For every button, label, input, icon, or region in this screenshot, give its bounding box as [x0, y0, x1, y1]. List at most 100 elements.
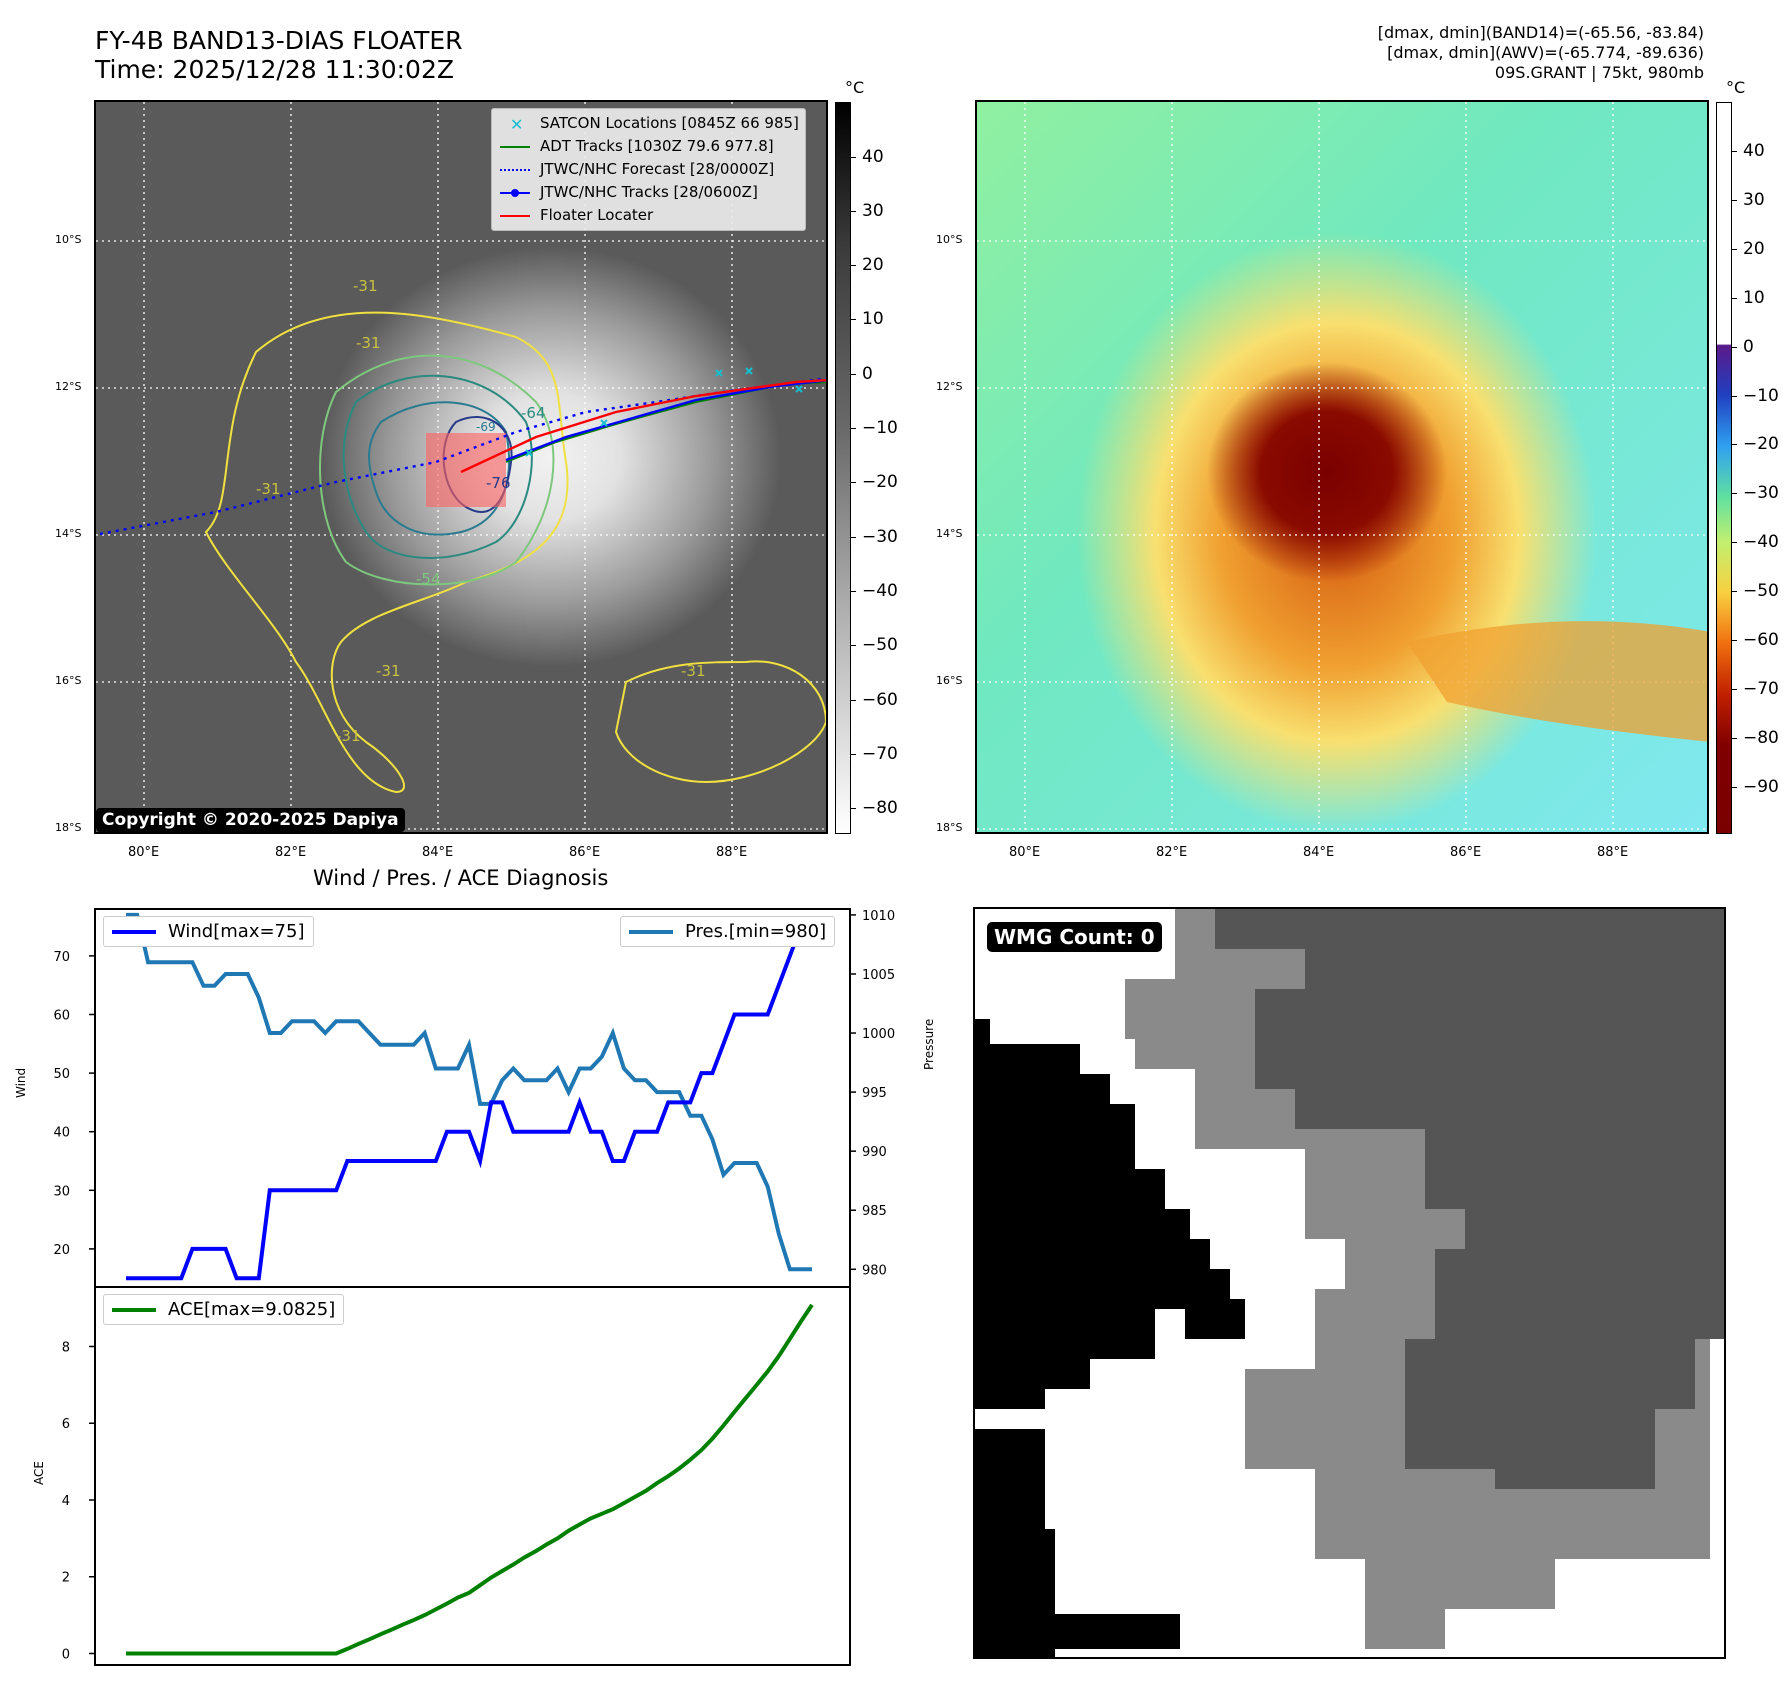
lat-label: 16°S: [55, 674, 82, 687]
lon-label: 84°E: [422, 845, 454, 860]
dotted-line-icon: [500, 169, 530, 171]
colorbar-tick: 0: [1731, 337, 1754, 357]
lon-label: 82°E: [1156, 845, 1188, 860]
lat-label: 12°S: [936, 380, 963, 393]
colorbar-tick: 20: [850, 255, 884, 275]
y-tick-label: 1010: [862, 909, 895, 924]
y-tick-label: 1000: [862, 1027, 895, 1042]
contour-label: -64: [521, 404, 546, 422]
wind-plot-frame: [94, 908, 851, 1288]
contour-label: -69: [476, 420, 496, 434]
line-marker-icon: [500, 146, 530, 148]
floater-track: [460, 379, 826, 474]
colorbar-tick: −40: [1731, 532, 1779, 552]
satcon-locations: [525, 367, 803, 457]
ace-plot-frame: [94, 1286, 851, 1666]
y-tick-label: 4: [62, 1494, 70, 1509]
pres-swatch: [629, 929, 673, 934]
colorbar-tick: −80: [1731, 728, 1779, 748]
colorbar-tick: 40: [1731, 141, 1765, 161]
lon-label: 80°E: [1009, 845, 1041, 860]
ir-image-panel: -31 -31 -31 -31 -31 -54 -64 -69 -76 -31 …: [94, 100, 828, 834]
pressure-series-line: [126, 912, 812, 1272]
lon-label: 82°E: [275, 845, 307, 860]
y-tick-label: 980: [862, 1263, 887, 1278]
pres-y-ticks: 980 985 990 995 1000 1005 1010: [850, 909, 895, 1278]
colorbar-tick: −90: [1731, 777, 1779, 797]
lat-label: 10°S: [55, 233, 82, 246]
wind-y-ticks: 20 30 40 50 60 70: [53, 950, 95, 1258]
lat-label: 14°S: [936, 527, 963, 540]
colorbar-tick: 30: [1731, 190, 1765, 210]
wind-series-line: [126, 924, 812, 1281]
y-tick-label: 0: [62, 1647, 70, 1662]
wmg-dark-gray-region: [1215, 909, 1724, 1489]
lon-label: 88°E: [716, 845, 748, 860]
colorbar-tick: −10: [850, 418, 898, 438]
y-tick-label: 40: [53, 1126, 70, 1141]
legend-adt: ADT Tracks [1030Z 79.6 977.8]: [492, 135, 805, 158]
jtwc-track: [505, 379, 826, 462]
legend-jtwc-tracks: JTWC/NHC Tracks [28/0600Z]: [492, 181, 805, 204]
contour-label: -31: [336, 727, 361, 745]
line-marker-icon: [500, 215, 530, 217]
colorbar-tick: 40: [850, 147, 884, 167]
copyright-badge: Copyright © 2020-2025 Dapiya: [96, 808, 405, 832]
pressure-axis-label: Pressure: [922, 1018, 936, 1070]
awv-gridlines: [977, 102, 1707, 832]
colorbar-tick: 20: [1731, 239, 1765, 259]
y-tick-label: 2: [62, 1571, 70, 1586]
contour-label: -54: [416, 570, 441, 588]
y-tick-label: 20: [53, 1243, 70, 1258]
awv-overlay: [977, 102, 1707, 832]
colorbar-tick: 10: [1731, 288, 1765, 308]
contour-minus54: [318, 354, 555, 586]
y-tick-label: 985: [862, 1204, 887, 1219]
colorbar-tick: −30: [850, 527, 898, 547]
line-dot-marker-icon: [500, 189, 530, 197]
contour-minus31-east: [614, 660, 826, 784]
y-tick-label: 6: [62, 1417, 70, 1432]
awv-colorbar-unit: °C: [1726, 78, 1746, 97]
contour-minus31: [204, 311, 569, 794]
lat-label: 18°S: [55, 821, 82, 834]
colorbar-tick: −70: [850, 744, 898, 764]
y-tick-label: 30: [53, 1184, 70, 1199]
ace-axis-label: ACE: [32, 1461, 46, 1485]
lat-label: 16°S: [936, 674, 963, 687]
wind-axis-label: Wind: [14, 1067, 28, 1098]
colorbar-tick: −80: [850, 798, 898, 818]
colorbar-tick: −10: [1731, 386, 1779, 406]
contour-minus69: [368, 401, 510, 536]
ace-series-line: [126, 1303, 814, 1656]
legend-jtwc-forecast: JTWC/NHC Forecast [28/0000Z]: [492, 158, 805, 181]
chart-title: FY-4B BAND13-DIAS FLOATER: [95, 26, 463, 55]
wmg-count-badge: WMG Count: 0: [987, 922, 1162, 952]
wind-legend: Wind[max=75]: [103, 916, 314, 947]
ace-y-ticks: 0 2 4 6 8: [62, 1340, 95, 1662]
y-tick-label: 60: [53, 1008, 70, 1023]
ir-legend: ✕ SATCON Locations [0845Z 66 985] ADT Tra…: [491, 108, 806, 231]
wmg-image: [975, 909, 1724, 1657]
lon-label: 88°E: [1597, 845, 1629, 860]
ir-colorbar-unit: °C: [845, 78, 865, 97]
y-tick-label: 990: [862, 1145, 887, 1160]
lon-label: 86°E: [569, 845, 601, 860]
colorbar-tick: −50: [850, 635, 898, 655]
colorbar-tick: −20: [850, 472, 898, 492]
colorbar-tick: 10: [850, 309, 884, 329]
colorbar-tick: −40: [850, 581, 898, 601]
contour-label: -31: [376, 662, 401, 680]
colorbar-tick: 0: [850, 364, 873, 384]
ace-swatch: [112, 1307, 156, 1312]
y-tick-label: 8: [62, 1340, 70, 1355]
info-awv-range: [dmax, dmin](AWV)=(-65.774, -89.636): [1387, 43, 1704, 62]
y-tick-label: 995: [862, 1086, 887, 1101]
wmg-black-region-south: [975, 1429, 1180, 1657]
awv-east-band: [1407, 621, 1707, 742]
chart-time: Time: 2025/12/28 11:30:02Z: [95, 55, 454, 84]
ace-legend: ACE[max=9.0825]: [103, 1294, 345, 1325]
colorbar-tick: −30: [1731, 483, 1779, 503]
contour-label: -76: [486, 474, 511, 492]
